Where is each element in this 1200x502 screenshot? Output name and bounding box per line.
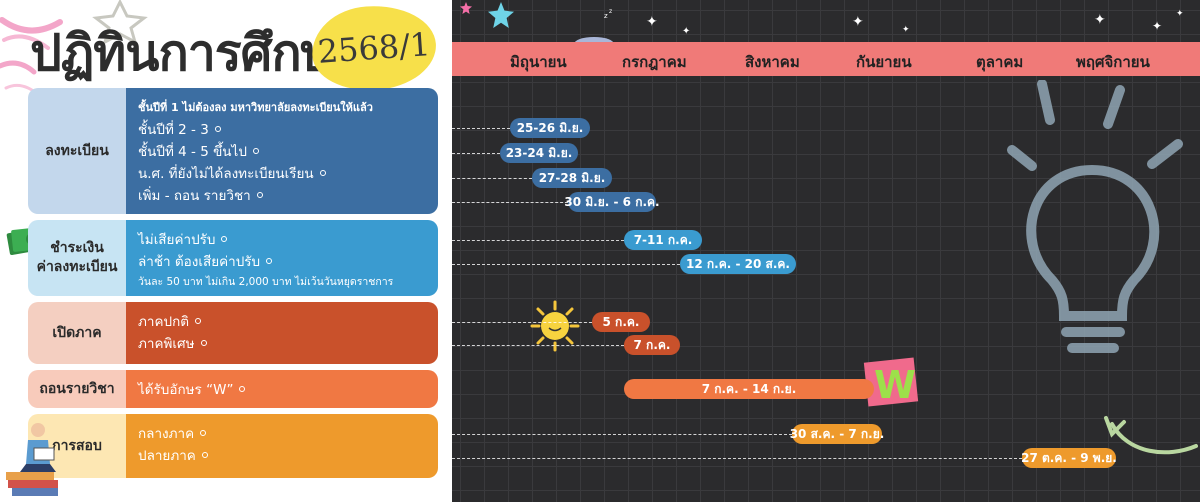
arrow-icon	[1104, 416, 1198, 455]
w-sticker: W	[863, 357, 919, 407]
list-item: ชั้นปีที่ 4 - 5 ขึ้นไป	[138, 140, 430, 162]
sparkle-decoration: ✦ ✦ ✦	[1094, 9, 1184, 33]
sun-icon	[530, 300, 580, 352]
svg-text:z: z	[609, 8, 612, 15]
month-label: มิถุนายน	[510, 53, 567, 71]
month-label: กรกฎาคม	[622, 53, 687, 71]
svg-text:✦: ✦	[682, 26, 690, 37]
w-letter: W	[874, 363, 916, 407]
month-header-bar	[452, 42, 1200, 76]
list-item: ภาคพิเศษ	[138, 332, 430, 354]
category-label: ชำระเงิน ค่าลงทะเบียน	[28, 220, 126, 296]
lead-line	[452, 178, 532, 179]
legend-panel: ปฏิทินการศึกษา 2568/1 ลงทะเบียน ชั้นปีที…	[0, 0, 452, 502]
lead-line	[452, 322, 592, 323]
category-label: ลงทะเบียน	[28, 88, 126, 214]
category-withdraw: ถอนรายวิชา ได้รับอักษร “W”	[28, 370, 438, 408]
lead-line	[452, 128, 510, 129]
lead-line	[452, 264, 680, 265]
date-pill: 30 ส.ค. - 7 ก.ย.	[790, 424, 884, 444]
date-pill: 27-28 มิ.ย.	[532, 168, 612, 188]
star-icon	[92, 0, 148, 44]
date-pill: 23-24 มิ.ย.	[500, 143, 578, 163]
date-pill: 5 ก.ค.	[592, 312, 650, 332]
lead-line	[452, 202, 568, 203]
date-pill: 12 ก.ค. - 20 ส.ค.	[680, 254, 796, 274]
lead-line	[452, 434, 792, 435]
star-icon	[488, 2, 514, 28]
lead-line	[452, 345, 624, 346]
svg-text:✦: ✦	[646, 14, 658, 30]
list-item: ได้รับอักษร “W”	[138, 378, 430, 400]
lightbulb-icon	[1007, 80, 1183, 353]
date-pill: 30 มิ.ย. - 6 ก.ค.	[564, 192, 660, 212]
svg-text:z: z	[604, 12, 608, 20]
month-label: สิงหาคม	[745, 53, 800, 71]
svg-text:✦: ✦	[1176, 9, 1184, 19]
category-note: วันละ 50 บาท ไม่เกิน 2,000 บาท ไม่เว้นวั…	[138, 275, 394, 288]
lead-line	[452, 458, 1022, 459]
star-icon	[460, 2, 472, 14]
date-pill: 7 ก.ค. - 14 ก.ย.	[624, 379, 874, 399]
list-item: เพิ่ม - ถอน รายวิชา	[138, 184, 430, 206]
list-item: น.ศ. ที่ยังไม่ได้ลงทะเบียนเรียน	[138, 162, 430, 184]
category-label: ถอนรายวิชา	[28, 370, 126, 408]
category-opening: เปิดภาค ภาคปกติ ภาคพิเศษ	[28, 302, 438, 364]
month-label: กันยายน	[856, 53, 912, 71]
lead-line	[452, 240, 624, 241]
month-label: ตุลาคม	[976, 53, 1024, 71]
list-item: ชั้นปีที่ 2 - 3	[138, 118, 430, 140]
list-item: ไม่เสียค่าปรับ	[138, 228, 430, 250]
svg-text:✦: ✦	[1094, 12, 1106, 28]
list-item: ปลายภาค	[138, 444, 430, 466]
svg-text:✦: ✦	[852, 14, 864, 30]
page-title: ปฏิทินการศึกษา	[30, 23, 361, 82]
date-pill: 25-26 มิ.ย.	[510, 118, 590, 138]
date-pill: 27 ต.ค. - 9 พ.ย.	[1021, 448, 1117, 468]
list-item: ล่าช้า ต้องเสียค่าปรับ	[138, 250, 430, 272]
reader-icon	[6, 423, 58, 496]
category-label: การสอบ	[28, 414, 126, 478]
list-item: กลางภาค	[138, 422, 430, 444]
category-payment: ชำระเงิน ค่าลงทะเบียน ไม่เสียค่าปรับ ล่าช…	[28, 220, 438, 296]
month-label: พฤศจิกายน	[1076, 53, 1150, 71]
category-note: ชั้นปีที่ 1 ไม่ต้องลง มหาวิทยาลัยลงทะเบี…	[138, 101, 373, 114]
category-label: เปิดภาค	[28, 302, 126, 364]
date-pill: 7-11 ก.ค.	[624, 230, 702, 250]
date-pill: 7 ก.ค.	[624, 335, 680, 355]
svg-text:✦: ✦	[1152, 19, 1162, 33]
category-exam: การสอบ กลางภาค ปลายภาค	[28, 414, 438, 478]
timeline-board: z z ✦ ✦ ✦ ✦ ✦ ✦ ✦ มิถุนายน กรกฎาคม สิงหา…	[452, 0, 1200, 502]
lead-line	[452, 153, 500, 154]
svg-text:✦: ✦	[902, 25, 910, 35]
category-register: ลงทะเบียน ชั้นปีที่ 1 ไม่ต้องลง มหาวิทยา…	[28, 88, 438, 214]
list-item: ภาคปกติ	[138, 310, 430, 332]
sparkle-decoration: ✦ ✦ ✦ ✦	[646, 14, 910, 37]
